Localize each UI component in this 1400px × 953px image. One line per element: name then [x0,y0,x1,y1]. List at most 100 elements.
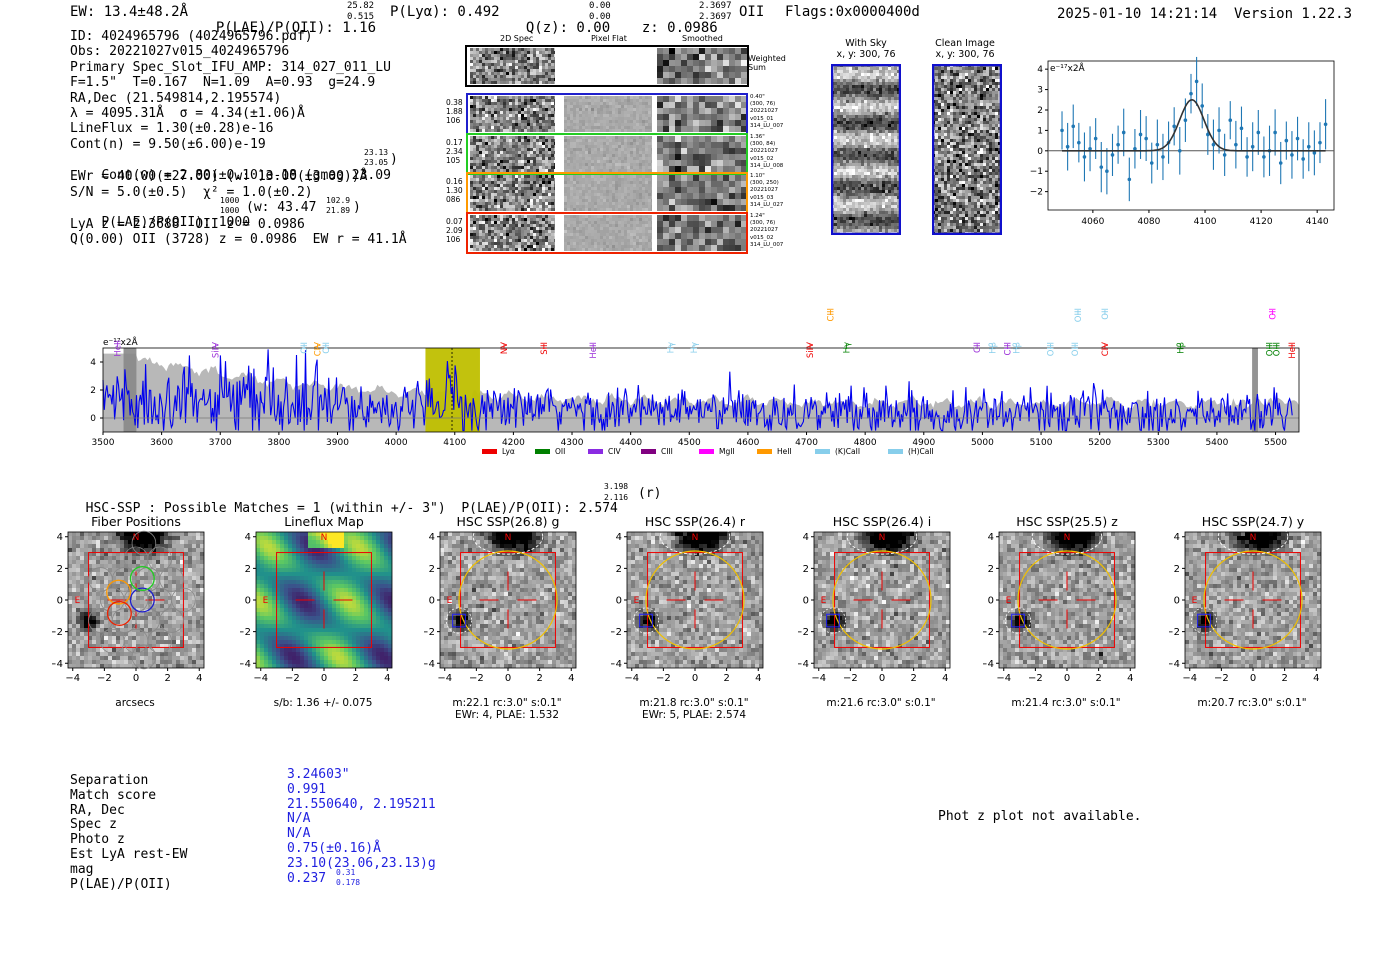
pixel [855,199,858,202]
pixel [882,133,885,136]
pixel [873,145,876,148]
pixel [479,181,482,184]
header-plae-label: P(LAE)/P(OII): 1.16 [215,20,377,36]
pixel [615,154,618,157]
pixel [621,136,624,139]
pixel [645,245,648,248]
pixel [591,187,594,190]
pixel [588,117,591,120]
pixel [894,202,897,205]
pixel [645,178,648,181]
pixel [858,88,861,91]
pixel [500,72,503,75]
pixel [870,88,873,91]
pixel [573,181,576,184]
pixel [573,151,576,154]
pixel [885,151,888,154]
pixel [470,175,473,178]
pixel [545,193,548,196]
pixel [533,205,536,208]
pixel [497,69,500,72]
pixel [551,129,554,132]
info-contw-close: ) [390,152,398,168]
pixel [545,75,548,78]
pixel [554,114,555,117]
pixel [515,99,518,102]
pixel [600,239,603,242]
pixel [633,154,636,157]
pixel [470,145,473,148]
pixel [603,99,606,102]
pixel [867,121,870,124]
pixel [741,78,747,84]
pixel [849,169,852,172]
pixel [473,72,476,75]
col-header-smoothed: Smoothed [682,34,723,43]
pixel [536,120,539,123]
pixel [858,175,861,178]
pixel [597,139,600,142]
pixel [618,102,621,105]
pixel [606,163,609,166]
pixel [524,60,527,63]
pixel [524,248,527,251]
pixel [512,196,515,199]
pixel [470,190,473,193]
pixel [888,127,891,130]
pixel [639,129,642,132]
pixel [567,181,570,184]
pixel [606,136,609,139]
pixel [846,142,849,145]
pixel [843,112,846,115]
pixel [639,239,642,242]
pixel [497,108,500,111]
pixel [861,187,864,190]
pixel [651,169,652,172]
pixel [618,196,621,199]
pixel [624,224,627,227]
pixel [669,114,675,120]
pixel [885,73,888,76]
pixel [564,142,567,145]
pixel [554,57,555,60]
pixel [509,199,512,202]
pixel [542,126,545,129]
pixel [609,108,612,111]
pixel [861,115,864,118]
pixel [630,136,633,139]
pixel [597,248,600,251]
pixel [588,136,591,139]
pixel [479,48,482,51]
pixel [518,196,521,199]
pixel [657,148,663,154]
pixel [618,233,621,236]
pixel [894,175,897,178]
pixel [867,79,870,82]
pixel [873,79,876,82]
pixel [524,199,527,202]
pixel [603,117,606,120]
pixel [551,215,554,218]
pixel [521,75,524,78]
pixel [518,102,521,105]
pixel [630,145,633,148]
pixel [864,103,867,106]
pixel [491,169,494,172]
pixel [606,139,609,142]
pixel [645,193,648,196]
pixel [636,154,639,157]
pixel [741,48,747,54]
pixel [645,157,648,160]
pixel [621,202,624,205]
pixel [630,190,633,193]
pixel [515,196,518,199]
pixel [533,242,536,245]
pixel [639,169,642,172]
pixel [888,175,891,178]
pixel [585,154,588,157]
pixel [741,160,747,166]
pixel [849,112,852,115]
pixel [515,81,518,84]
pixel [485,221,488,224]
pixel [711,96,717,102]
